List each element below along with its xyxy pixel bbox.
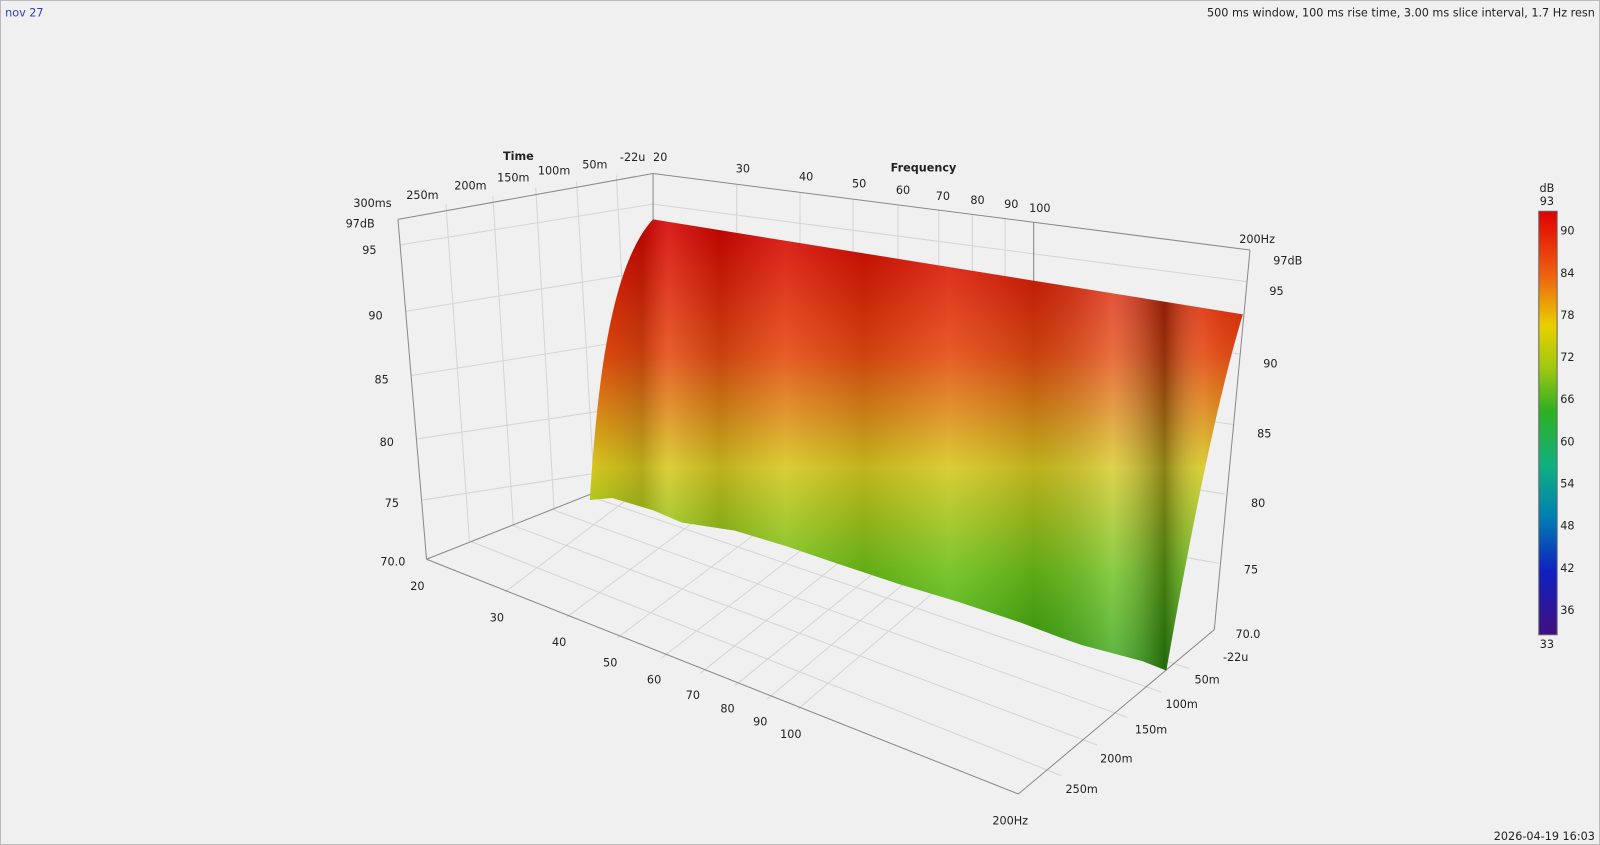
colorbar-tick-label: 36 [1560, 604, 1574, 617]
axis-tick-label: 40 [552, 636, 566, 649]
axis-tick-label: 30 [736, 162, 750, 175]
axis-tick-label: 70 [686, 689, 700, 702]
timestamp: 2026-04-19 16:03 [1494, 830, 1595, 843]
axis-tick-label: 200m [1100, 752, 1132, 765]
colorbar-tick-label: 78 [1560, 309, 1574, 322]
colorbar-max: 93 [1540, 195, 1554, 208]
axis-tick-label: 200Hz [992, 815, 1028, 828]
axis-tick-label: 60 [896, 184, 910, 197]
axis-tick-label: 150m [1135, 724, 1167, 737]
axis-tick-label: 95 [362, 244, 376, 257]
axis-tick-label: 97dB [1273, 254, 1302, 267]
colorbar-tick-label: 84 [1560, 267, 1574, 280]
axis-tick-label: 70.0 [380, 555, 405, 568]
axis-tick-label: 20 [410, 580, 424, 593]
colorbar-tick-label: 60 [1560, 435, 1574, 448]
colorbar-tick-label: 72 [1560, 351, 1574, 364]
surface-shading [589, 219, 1243, 671]
axis-tick-label: 80 [380, 436, 394, 449]
axis-tick-label: 50 [852, 178, 866, 191]
colorbar-min: 33 [1540, 638, 1554, 651]
colorbar [1538, 210, 1558, 636]
axis-tick-label: 85 [1257, 428, 1271, 441]
axis-tick-label: 250m [1065, 783, 1097, 796]
axis-tick-label: 50 [603, 656, 617, 669]
axis-tick-label: 95 [1269, 285, 1283, 298]
axis-tick-label: 60 [647, 674, 661, 687]
axis-tick-label: 200m [454, 180, 486, 193]
axis-tick-label: 90 [753, 716, 767, 729]
axis-tick-label: 40 [799, 171, 813, 184]
axis-tick-label: 75 [1244, 563, 1258, 576]
axis-tick-label: 150m [497, 172, 529, 185]
colorbar-tick-label: 66 [1560, 393, 1574, 406]
colorbar-tick-label: 54 [1560, 478, 1574, 491]
header-left: nov 27 [5, 6, 43, 19]
axis-tick-label: 100m [1165, 698, 1197, 711]
axis-tick-label: 80 [720, 702, 734, 715]
axis-tick-label: 100m [538, 164, 570, 177]
axis-tick-label: 200Hz [1239, 233, 1275, 246]
axis-tick-label: 90 [1004, 198, 1018, 211]
axis-tick-label: 70 [936, 190, 950, 203]
axis-tick-label: 80 [970, 194, 984, 207]
colorbar-tick-label: 90 [1560, 225, 1574, 238]
axis-tick-label: -22u [1223, 651, 1248, 664]
axis-tick-label: 20 [653, 151, 667, 164]
axis-title: Time [503, 150, 534, 163]
axis-tick-label: -22u [620, 151, 645, 164]
axis-tick-label: 90 [368, 309, 382, 322]
surface [589, 219, 1243, 671]
colorbar-title: dB [1540, 182, 1555, 195]
axis-title: Frequency [891, 161, 957, 174]
axis-tick-label: 90 [1263, 357, 1277, 370]
colorbar-tick-label: 42 [1560, 562, 1574, 575]
axis-tick-label: 97dB [346, 218, 375, 231]
axis-tick-label: 75 [385, 497, 399, 510]
axis-tick-label: 300ms [353, 197, 391, 210]
axis-tick-label: 70.0 [1235, 628, 1260, 641]
axis-tick-label: 80 [1251, 497, 1265, 510]
colorbar-tick-label: 48 [1560, 520, 1574, 533]
axis-tick-label: 100 [1029, 202, 1050, 215]
axis-tick-label: 100 [780, 728, 801, 741]
axis-tick-label: 85 [374, 374, 388, 387]
axis-tick-label: 50m [582, 158, 607, 171]
axis-tick-label: 250m [406, 189, 438, 202]
axis-tick-label: 30 [490, 611, 504, 624]
axis-tick-label: 50m [1195, 674, 1220, 687]
header-right: 500 ms window, 100 ms rise time, 3.00 ms… [1207, 6, 1595, 19]
